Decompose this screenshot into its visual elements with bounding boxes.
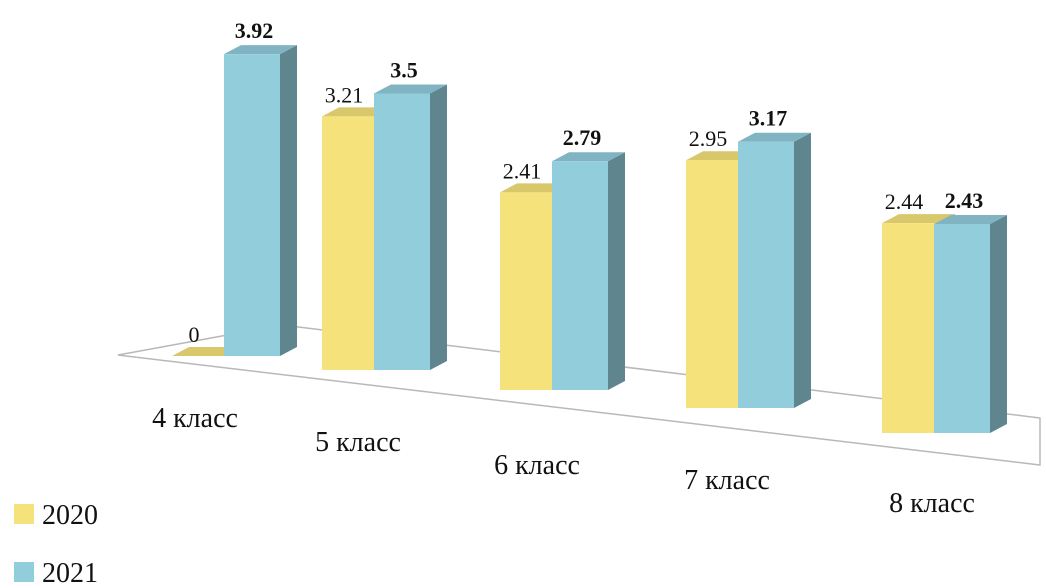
legend-swatch [14,562,34,582]
bar-2021-4 [934,215,1007,433]
category-label-3: 7 класс [684,465,770,496]
data-label-2021-2: 2.79 [563,125,602,150]
category-label-1: 5 класс [315,427,401,458]
legend-item-2020: 2020 [14,500,98,531]
legend: 2020 2021 [14,500,98,583]
data-label-2021-0: 3.92 [235,18,274,43]
data-label-2020-1: 3.21 [325,82,364,107]
data-label-2020-2: 2.41 [503,158,542,183]
legend-label: 2021 [42,558,98,583]
data-label-2021-1: 3.5 [390,58,418,83]
bars [172,45,1007,433]
bar-2021-3 [738,133,811,408]
bar-2021-0 [224,45,297,356]
data-label-2020-4: 2.44 [885,189,924,214]
bar-2021-2 [552,152,625,390]
legend-label: 2020 [42,500,98,531]
category-labels: 4 класс 5 класс 6 класс 7 класс 8 класс [152,403,975,519]
legend-item-2021: 2021 [14,558,98,583]
category-label-4: 8 класс [889,488,975,519]
data-label-2021-4: 2.43 [945,188,984,213]
bar-2021-1 [374,85,447,371]
data-label-2020-3: 2.95 [689,126,728,151]
data-label-2020-0: 0 [189,322,200,347]
category-label-0: 4 класс [152,403,238,434]
category-label-2: 6 класс [494,450,580,481]
data-label-2021-3: 3.17 [749,106,788,131]
legend-swatch [14,504,34,524]
